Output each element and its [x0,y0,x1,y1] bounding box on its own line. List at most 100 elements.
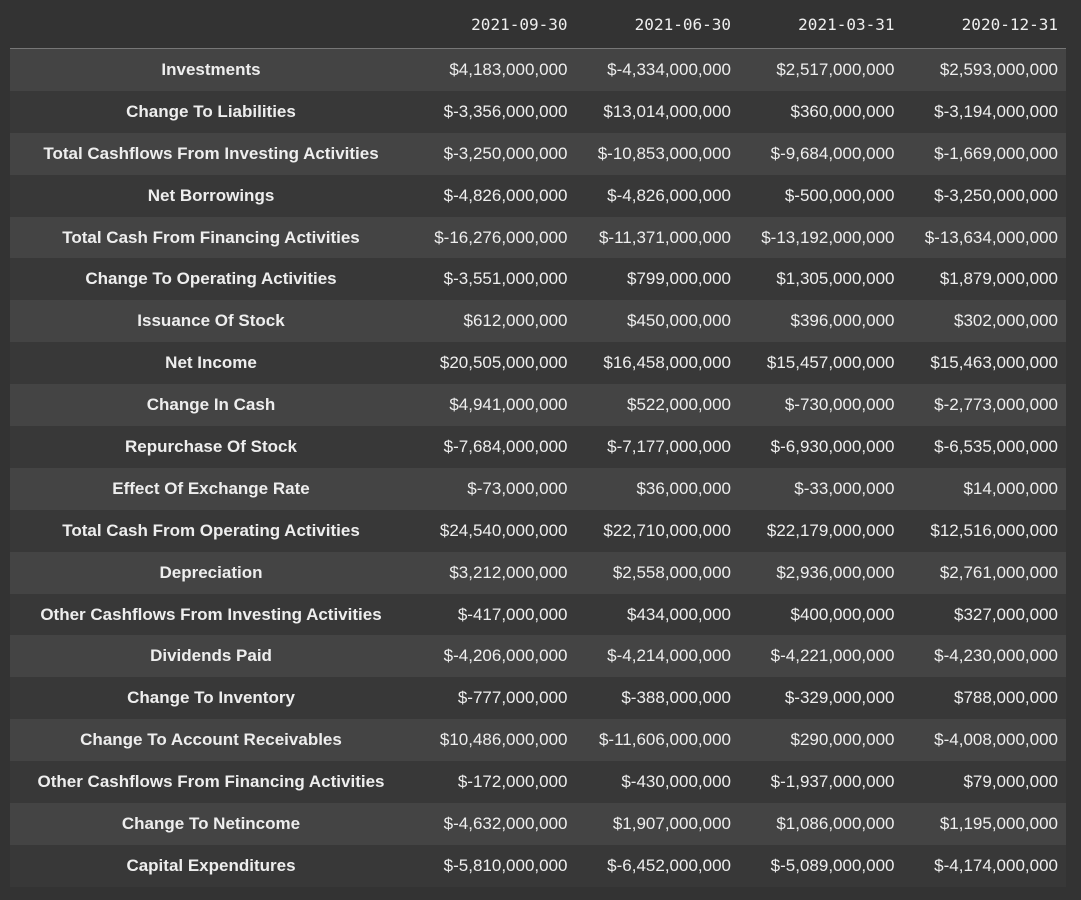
cashflow-table: 2021-09-30 2021-06-30 2021-03-31 2020-12-31… [10,0,1066,887]
row-label: Total Cash From Financing Activities [10,216,412,259]
row-label: Total Cashflows From Investing Activitie… [10,132,412,175]
row-label: Change To Liabilities [10,90,412,133]
cell-value: $22,710,000,000 [575,509,739,552]
corner [10,0,412,49]
cell-value: $36,000,000 [575,467,739,510]
row-label: Dividends Paid [10,635,412,678]
cell-value: $-9,684,000,000 [739,132,903,175]
table-row: Dividends Paid $-4,206,000,000 $-4,214,000… [10,635,1066,678]
column-header: 2021-06-30 [575,0,739,49]
row-label: Other Cashflows From Financing Activitie… [10,761,412,804]
row-label: Repurchase Of Stock [10,426,412,468]
cell-value: $450,000,000 [575,300,739,343]
cell-value: $-4,206,000,000 [412,635,576,678]
table-row: Capital Expenditures $-5,810,000,000 $-6,4… [10,844,1066,887]
cell-value: $360,000,000 [739,90,903,133]
cell-value: $-11,606,000,000 [575,719,739,762]
cell-value: $10,486,000,000 [412,719,576,762]
cell-value: $-5,810,000,000 [412,844,576,887]
cell-value: $-172,000,000 [412,761,576,804]
cell-value: $2,936,000,000 [739,551,903,594]
column-header: 2021-03-31 [739,0,903,49]
cell-value: $396,000,000 [739,300,903,343]
cell-value: $-4,230,000,000 [902,635,1066,678]
cell-value: $4,183,000,000 [412,48,576,91]
cell-value: $-10,853,000,000 [575,132,739,175]
cell-value: $-388,000,000 [575,677,739,720]
cell-value: $-6,535,000,000 [902,426,1066,468]
cell-value: $24,540,000,000 [412,509,576,552]
cell-value: $12,516,000,000 [902,509,1066,552]
table-row: Total Cashflows From Investing Activitie… [10,132,1066,175]
cell-value: $-4,214,000,000 [575,635,739,678]
row-label: Change To Operating Activities [10,258,412,301]
cell-value: $-13,634,000,000 [902,216,1066,259]
cell-value: $22,179,000,000 [739,509,903,552]
cell-value: $-3,194,000,000 [902,90,1066,133]
cell-value: $-5,089,000,000 [739,844,903,887]
cell-value: $522,000,000 [575,384,739,427]
cell-value: $79,000,000 [902,761,1066,804]
cell-value: $-3,250,000,000 [902,174,1066,217]
cell-value: $15,463,000,000 [902,342,1066,385]
cell-value: $15,457,000,000 [739,342,903,385]
cell-value: $-4,334,000,000 [575,48,739,91]
cell-value: $20,505,000,000 [412,342,576,385]
cell-value: $2,517,000,000 [739,48,903,91]
cell-value: $-73,000,000 [412,467,576,510]
cell-value: $2,761,000,000 [902,551,1066,594]
cell-value: $-329,000,000 [739,677,903,720]
row-label: Depreciation [10,551,412,594]
cell-value: $2,558,000,000 [575,551,739,594]
cell-value: $-3,551,000,000 [412,258,576,301]
cell-value: $-16,276,000,000 [412,216,576,259]
cell-value: $-4,632,000,000 [412,803,576,845]
table-row: Total Cash From Operating Activities $24,… [10,509,1066,552]
row-label: Effect Of Exchange Rate [10,467,412,510]
cell-value: $-500,000,000 [739,174,903,217]
cell-value: $-1,669,000,000 [902,132,1066,175]
row-label: Net Borrowings [10,174,412,217]
cell-value: $-4,008,000,000 [902,719,1066,762]
cell-value: $612,000,000 [412,300,576,343]
row-label: Net Income [10,342,412,385]
cell-value: $-4,826,000,000 [412,174,576,217]
row-label: Change In Cash [10,384,412,427]
table-row: Other Cashflows From Investing Activitie… [10,593,1066,636]
cell-value: $-417,000,000 [412,593,576,636]
cell-value: $1,305,000,000 [739,258,903,301]
row-label: Change To Netincome [10,803,412,845]
table-row: Change To Operating Activities $-3,551,00… [10,258,1066,301]
row-label: Other Cashflows From Investing Activitie… [10,593,412,636]
cell-value: $-3,356,000,000 [412,90,576,133]
column-header: 2020-12-31 [902,0,1066,49]
cell-value: $1,195,000,000 [902,803,1066,845]
table-row: Total Cash From Financing Activities $-16… [10,216,1066,259]
cell-value: $16,458,000,000 [575,342,739,385]
cell-value: $-11,371,000,000 [575,216,739,259]
cell-value: $1,907,000,000 [575,803,739,845]
cell-value: $-4,221,000,000 [739,635,903,678]
cell-value: $14,000,000 [902,467,1066,510]
cell-value: $434,000,000 [575,593,739,636]
cell-value: $788,000,000 [902,677,1066,720]
cell-value: $-33,000,000 [739,467,903,510]
table-row: Repurchase Of Stock $-7,684,000,000 $-7,17… [10,426,1066,468]
cell-value: $-6,930,000,000 [739,426,903,468]
table-row: Other Cashflows From Financing Activitie… [10,761,1066,804]
table-body: Investments $4,183,000,000 $-4,334,000,000… [10,48,1066,887]
table-row: Change To Netincome $-4,632,000,000 $1,907… [10,803,1066,845]
cell-value: $302,000,000 [902,300,1066,343]
cell-value: $-7,177,000,000 [575,426,739,468]
row-label: Capital Expenditures [10,844,412,887]
table-row: Issuance Of Stock $612,000,000 $450,000,00… [10,300,1066,343]
row-label: Total Cash From Operating Activities [10,509,412,552]
column-header: 2021-09-30 [412,0,576,49]
cell-value: $400,000,000 [739,593,903,636]
table-row: Investments $4,183,000,000 $-4,334,000,000… [10,48,1066,91]
cell-value: $-730,000,000 [739,384,903,427]
table-row: Change To Inventory $-777,000,000 $-388,00… [10,677,1066,720]
cell-value: $4,941,000,000 [412,384,576,427]
table-row: Change To Liabilities $-3,356,000,000 $13,… [10,90,1066,133]
